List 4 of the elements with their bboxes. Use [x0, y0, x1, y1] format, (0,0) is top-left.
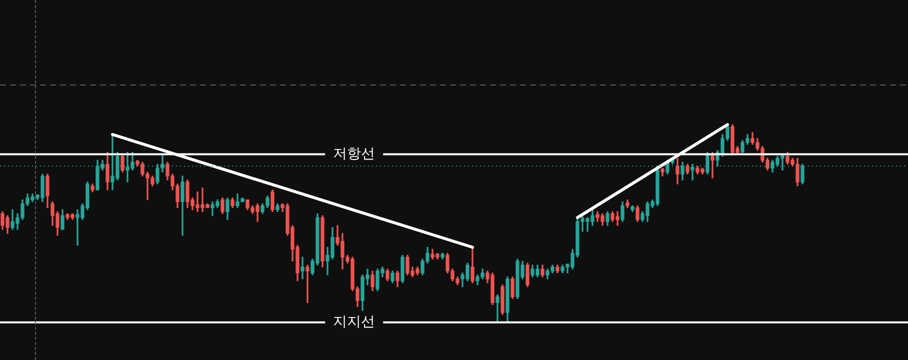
ref-line-label: 지지선	[333, 314, 376, 330]
candlestick	[306, 264, 310, 303]
ref-line-label: 저항선	[333, 146, 376, 162]
candlestick	[300, 256, 304, 280]
